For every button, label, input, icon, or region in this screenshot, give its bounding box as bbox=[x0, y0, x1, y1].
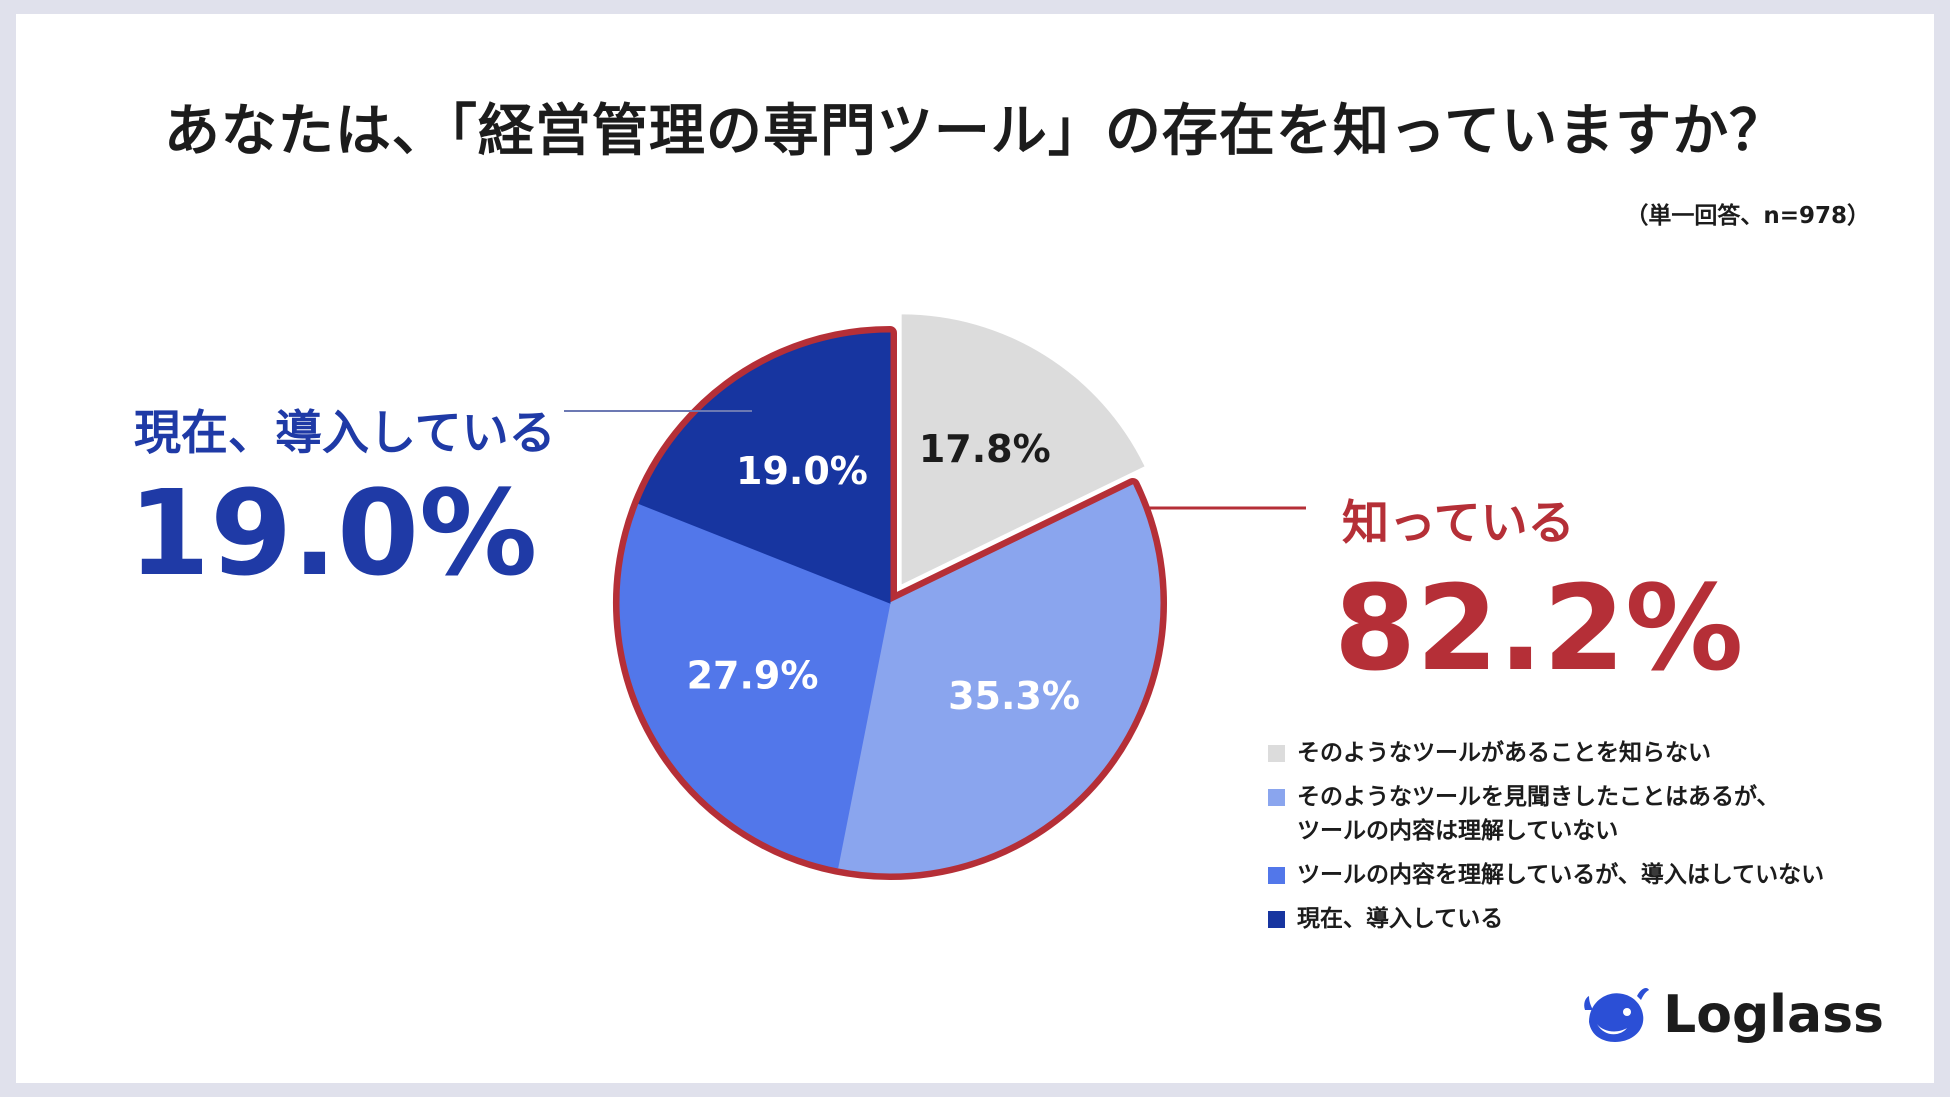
logo-text: Loglass bbox=[1663, 985, 1884, 1045]
legend-swatch bbox=[1268, 867, 1285, 884]
pie-slice bbox=[619, 502, 891, 869]
callout-adopted-label: 現在、導入している bbox=[134, 406, 556, 461]
callout-aware-label: 知っている bbox=[1342, 496, 1575, 551]
pie-chart: 17.8% 35.3% 27.9% 19.0% bbox=[564, 314, 1306, 880]
pie-slice bbox=[837, 484, 1161, 874]
chart-card: あなたは、「経営管理の専門ツール」の存在を知っていますか？ （単一回答、n=97… bbox=[16, 14, 1934, 1083]
loglass-logo: Loglass bbox=[1583, 984, 1884, 1046]
legend-label: そのようなツールがあることを知らない bbox=[1297, 740, 1711, 766]
callout-adopted-value: 19.0% bbox=[128, 464, 538, 602]
legend-item: そのようなツールがあることを知らない bbox=[1268, 736, 1868, 770]
pie-slice bbox=[638, 332, 891, 604]
legend-item: 現在、導入している bbox=[1268, 902, 1868, 936]
slice-value-label: 35.3% bbox=[948, 674, 1080, 718]
legend: そのようなツールがあることを知らない そのようなツールを見聞きしたことはあるが、… bbox=[1268, 736, 1868, 946]
slice-value-label: 17.8% bbox=[919, 427, 1051, 471]
legend-swatch bbox=[1268, 745, 1285, 762]
sample-note: （単一回答、n=978） bbox=[1625, 203, 1870, 229]
pie-slice bbox=[901, 314, 1145, 585]
legend-item: そのようなツールを見聞きしたことはあるが、 ツールの内容は理解していない bbox=[1268, 780, 1868, 848]
legend-label: そのようなツールを見聞きしたことはあるが、 ツールの内容は理解していない bbox=[1297, 784, 1780, 844]
legend-swatch bbox=[1268, 789, 1285, 806]
legend-swatch bbox=[1268, 911, 1285, 928]
legend-label: 現在、導入している bbox=[1297, 906, 1504, 932]
chart-title: あなたは、「経営管理の専門ツール」の存在を知っていますか？ bbox=[163, 99, 1787, 164]
slice-value-label: 27.9% bbox=[687, 654, 819, 698]
callout-aware-value: 82.2% bbox=[1334, 559, 1744, 697]
legend-label: ツールの内容を理解しているが、導入はしていない bbox=[1297, 862, 1825, 888]
slice-value-label: 19.0% bbox=[736, 449, 868, 493]
whale-icon bbox=[1584, 988, 1650, 1042]
legend-item: ツールの内容を理解しているが、導入はしていない bbox=[1268, 858, 1868, 892]
